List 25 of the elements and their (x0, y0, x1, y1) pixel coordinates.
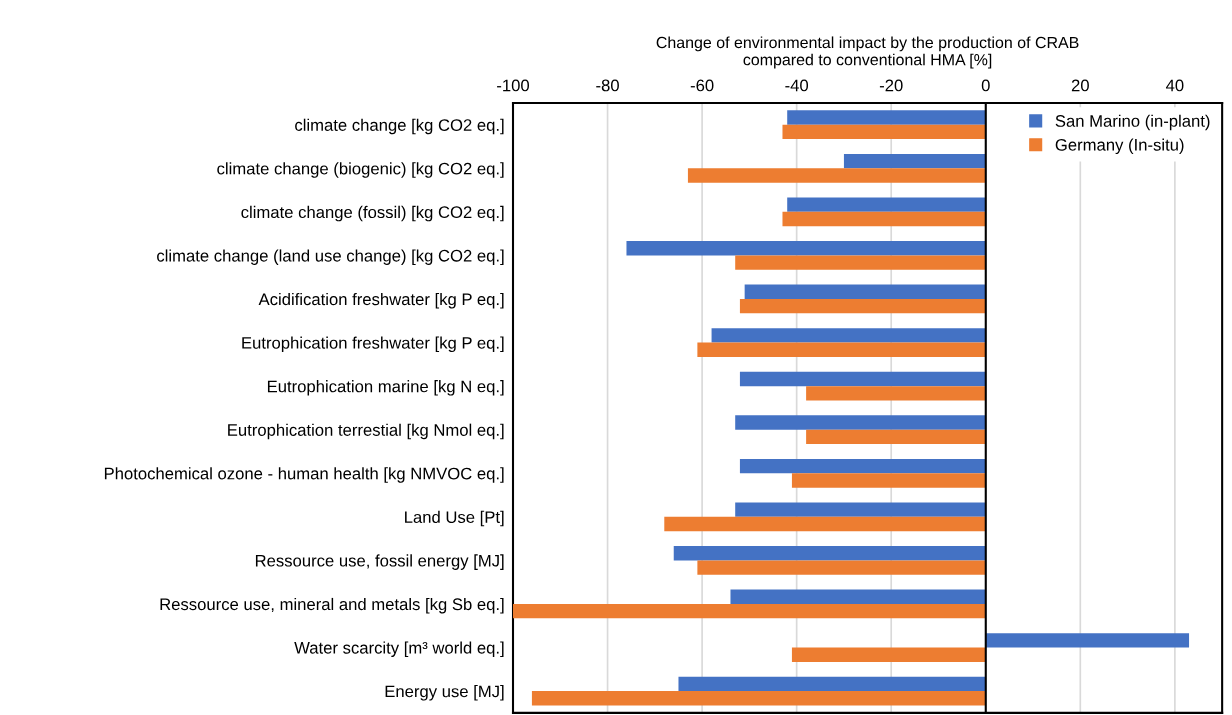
legend-label: Germany (In-situ) (1055, 138, 1184, 155)
y-tick-label: Photochemical ozone - human health [kg NMVOC eq.] (104, 467, 504, 483)
x-tick-label: -20 (879, 79, 903, 92)
y-tick-label: Ressource use, mineral and metals [kg Sb eq.] (160, 597, 504, 614)
y-tick-label: Acidification freshwater [kg P eq.] (258, 292, 504, 309)
x-tick-label: 20 (1071, 79, 1089, 92)
y-tick-label: climate change [kg CO2 eq.] (295, 118, 504, 135)
x-axis-title: Change of environmental impact by the production of CRAB compared to conventional HMA [%] (656, 36, 1079, 69)
y-tick-label: Eutrophication terrestial [kg Nmol eq.] (228, 423, 504, 440)
x-tick-label: 0 (981, 79, 990, 92)
x-tick-label: -100 (497, 79, 530, 92)
x-tick-label: 40 (1165, 79, 1184, 92)
legend-label: San Marino (in-plant) (1055, 114, 1210, 131)
y-tick-label: Eutrophication marine [kg N eq.] (267, 380, 504, 396)
x-tick-label: -40 (785, 79, 809, 92)
x-tick-label: -80 (596, 79, 619, 92)
y-tick-label: climate change (land use change) [kg CO2 eq.] (157, 249, 504, 265)
y-tick-label: Land Use [Pt] (405, 510, 504, 527)
y-tick-label: climate change (fossil) [kg CO2 eq.] (241, 205, 504, 222)
y-tick-label: Eutrophication freshwater [kg P eq.] (242, 336, 504, 353)
y-tick-label: Ressource use, fossil energy [MJ] (255, 554, 504, 570)
y-tick-label: Energy use [MJ] (385, 685, 504, 701)
x-tick-label: -60 (690, 79, 714, 92)
y-tick-label: Water scarcity [m³ world eq.] (294, 641, 504, 658)
y-tick-label: climate change (biogenic) [kg CO2 eq.] (217, 162, 504, 178)
